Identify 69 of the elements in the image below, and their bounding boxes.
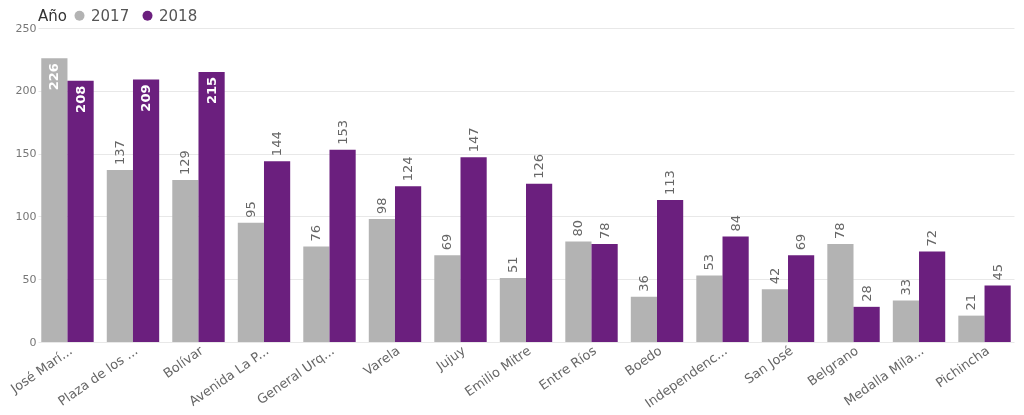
y-tick-label: 0 (29, 335, 37, 349)
data-label: 53 (701, 253, 717, 271)
data-label: 153 (334, 120, 350, 145)
y-tick-label: 50 (22, 272, 37, 286)
data-label: 28 (858, 285, 874, 302)
bar (106, 169, 133, 342)
data-label: 42 (766, 267, 782, 285)
data-label: 72 (924, 230, 940, 247)
data-label: 45 (989, 263, 1005, 281)
data-label: 98 (373, 197, 389, 214)
data-label: 33 (897, 279, 913, 296)
data-label: 78 (832, 222, 848, 240)
data-label: 113 (662, 170, 678, 196)
data-label: 69 (793, 233, 809, 251)
bar (460, 157, 487, 342)
bar (132, 79, 160, 342)
legend-label: 2017 (91, 6, 130, 25)
data-label: 21 (963, 294, 979, 311)
data-label: 147 (465, 127, 481, 153)
data-label: 208 (72, 85, 88, 113)
data-label: 144 (269, 131, 285, 157)
data-label: 137 (111, 140, 127, 165)
data-label: 76 (308, 225, 324, 242)
bar (237, 222, 264, 342)
y-tick-label: 250 (15, 21, 37, 35)
data-label: 124 (400, 156, 416, 182)
bar (853, 306, 880, 342)
bar (434, 255, 461, 342)
bar (565, 241, 592, 342)
data-label: 126 (531, 153, 547, 179)
bar (722, 236, 749, 342)
data-label: 80 (570, 219, 586, 237)
data-label: 84 (727, 214, 743, 232)
bar (394, 186, 422, 342)
bar (499, 277, 526, 342)
bar (368, 218, 395, 342)
data-label: 226 (46, 63, 62, 91)
bar (263, 161, 291, 342)
legend-label: 2018 (159, 6, 198, 25)
bar (657, 200, 684, 342)
data-label: 36 (635, 275, 651, 292)
bar (892, 300, 920, 342)
bar (788, 255, 815, 342)
legend-title: Año (38, 7, 67, 25)
data-label: 51 (504, 256, 520, 273)
data-label: 95 (242, 201, 258, 218)
bar (591, 244, 618, 342)
bar (329, 149, 356, 342)
data-label: 209 (138, 84, 154, 112)
bar (303, 246, 330, 342)
data-label: 78 (596, 222, 612, 240)
bar (984, 285, 1011, 342)
y-tick-label: 200 (15, 84, 37, 98)
bar (198, 71, 225, 342)
data-label: 215 (203, 76, 219, 105)
bar (172, 179, 199, 342)
bar (630, 296, 658, 342)
bar (958, 315, 985, 342)
data-label: 129 (177, 150, 193, 175)
y-tick-label: 150 (15, 147, 37, 161)
bar (919, 251, 946, 342)
y-tick-label: 100 (15, 209, 37, 223)
bar (526, 183, 553, 342)
bar (41, 58, 68, 342)
bar (827, 244, 854, 342)
bar (696, 275, 723, 342)
data-label: 69 (439, 233, 455, 251)
bar (67, 80, 94, 342)
bar (761, 289, 789, 342)
